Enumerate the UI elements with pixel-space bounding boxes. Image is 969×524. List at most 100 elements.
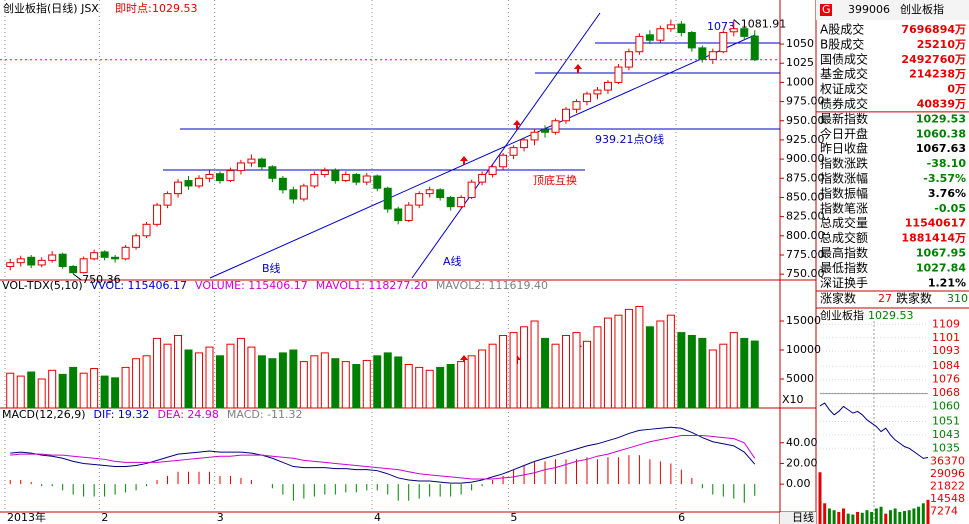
candle-body xyxy=(184,180,193,187)
volume-bar xyxy=(603,317,612,409)
candle-body xyxy=(215,173,224,182)
volume-bar xyxy=(698,337,707,409)
mini-vol-label: 21822 xyxy=(930,479,965,492)
volume-bar xyxy=(58,373,67,409)
volume-bar xyxy=(656,320,665,409)
y-tick-label: 925.00 xyxy=(786,133,825,146)
candle-body xyxy=(142,223,151,237)
volume-bar xyxy=(614,314,623,409)
quote-value: 3.76% xyxy=(928,187,966,200)
icon: G xyxy=(822,3,831,16)
x-tick-label: 2 xyxy=(101,511,108,524)
macd-header: MACD(12,26,9) xyxy=(2,408,86,421)
macd-line xyxy=(10,435,756,480)
quote-value: 7696894万 xyxy=(901,23,966,36)
candle-body xyxy=(394,208,403,221)
breadth-value: 27 xyxy=(878,292,892,305)
y-tick-label: 975.00 xyxy=(786,95,825,108)
realtime-label: 即时点: xyxy=(115,2,152,15)
candle-body xyxy=(58,253,67,267)
volume-bar xyxy=(373,355,382,409)
y-tick-label: 0.00 xyxy=(786,477,811,490)
volume-bar xyxy=(404,364,413,409)
candle-body xyxy=(331,170,340,182)
volume-bar xyxy=(582,340,591,409)
y-tick-label: 1025 xyxy=(786,56,814,69)
mini-y-label: 1109 xyxy=(932,317,960,330)
candle-body xyxy=(603,81,612,91)
volume-bar xyxy=(205,346,214,409)
quote-label: 总成交额 xyxy=(820,230,868,245)
peak-pointer xyxy=(733,19,741,25)
volume-bar xyxy=(79,372,88,409)
y-tick-label: 1050 xyxy=(786,37,814,50)
candle-body xyxy=(509,147,518,156)
macd-header: MACD: -11.32 xyxy=(227,408,303,421)
period-tab-label[interactable]: 日线 xyxy=(792,510,814,524)
candle-body xyxy=(404,204,413,221)
mini-vol-label: 7274 xyxy=(930,504,958,517)
icon-box xyxy=(820,4,832,16)
volume-bar xyxy=(383,352,392,409)
trough-label: 750.36 xyxy=(82,273,121,286)
quote-value: 1067.63 xyxy=(916,142,966,155)
trend-lines xyxy=(163,12,780,279)
y-tick-label: 775.00 xyxy=(786,248,825,261)
volume-bar xyxy=(320,352,329,409)
candle-body xyxy=(467,181,476,198)
volume-bar xyxy=(352,364,361,409)
volume-bar xyxy=(425,369,434,409)
y-tick-label: 750.00 xyxy=(786,267,825,280)
candle-body xyxy=(415,193,424,206)
arrow xyxy=(460,156,468,165)
quote-label: 昨日收盘 xyxy=(820,141,868,156)
volume-bar xyxy=(215,355,224,409)
volume-bar xyxy=(362,359,371,409)
candle-body xyxy=(488,166,497,175)
candle-body xyxy=(111,256,120,260)
candle-body xyxy=(174,181,183,195)
quote-label: 最低指数 xyxy=(820,260,868,275)
candle-body xyxy=(268,166,277,179)
volume-bar xyxy=(593,326,602,409)
quote-value: -0.05 xyxy=(934,202,966,215)
macd-header: DIF: 19.32 xyxy=(94,408,150,421)
candle-body xyxy=(614,66,623,83)
volume-bar xyxy=(530,320,539,409)
volume-bar xyxy=(331,358,340,409)
quote-value: 2492760万 xyxy=(901,53,966,66)
quote-label: 深证换手 xyxy=(820,276,868,290)
candle-body xyxy=(635,35,644,53)
period-tab[interactable] xyxy=(780,512,816,524)
quote-label: 指数笔涨 xyxy=(820,200,868,215)
mini-last: 1029.53 xyxy=(868,309,914,322)
quote-value: 1060.38 xyxy=(916,127,966,140)
x-tick-label: 2013年 xyxy=(7,510,46,524)
volume-bar xyxy=(257,355,266,409)
volume-bar xyxy=(478,349,487,409)
x-tick-label: 3 xyxy=(217,511,224,524)
candle-body xyxy=(205,173,214,179)
candle-body xyxy=(194,177,203,187)
quote-value: -3.57% xyxy=(923,172,966,185)
volume-bar xyxy=(226,343,235,409)
volume-bar xyxy=(341,361,350,409)
y-tick-label: 40.00 xyxy=(786,436,818,449)
candle-body xyxy=(698,47,707,60)
volume-bar xyxy=(572,332,581,409)
candle-body xyxy=(226,170,235,182)
y-tick-label: 800.00 xyxy=(786,229,825,242)
candle-body xyxy=(247,158,256,164)
quote-value: 11540617 xyxy=(905,217,966,230)
candle-body xyxy=(572,101,581,110)
volume-bar xyxy=(687,335,696,409)
annotation: A线 xyxy=(443,254,462,268)
candle-body xyxy=(278,177,287,191)
quote-label: 指数涨跌 xyxy=(820,156,868,171)
volume-bar xyxy=(163,343,172,409)
candle-body xyxy=(132,235,141,248)
candle-body xyxy=(16,258,25,264)
y-tick-label: 875.00 xyxy=(786,171,825,184)
volume-bar xyxy=(446,364,455,409)
volume-bar xyxy=(100,375,109,409)
